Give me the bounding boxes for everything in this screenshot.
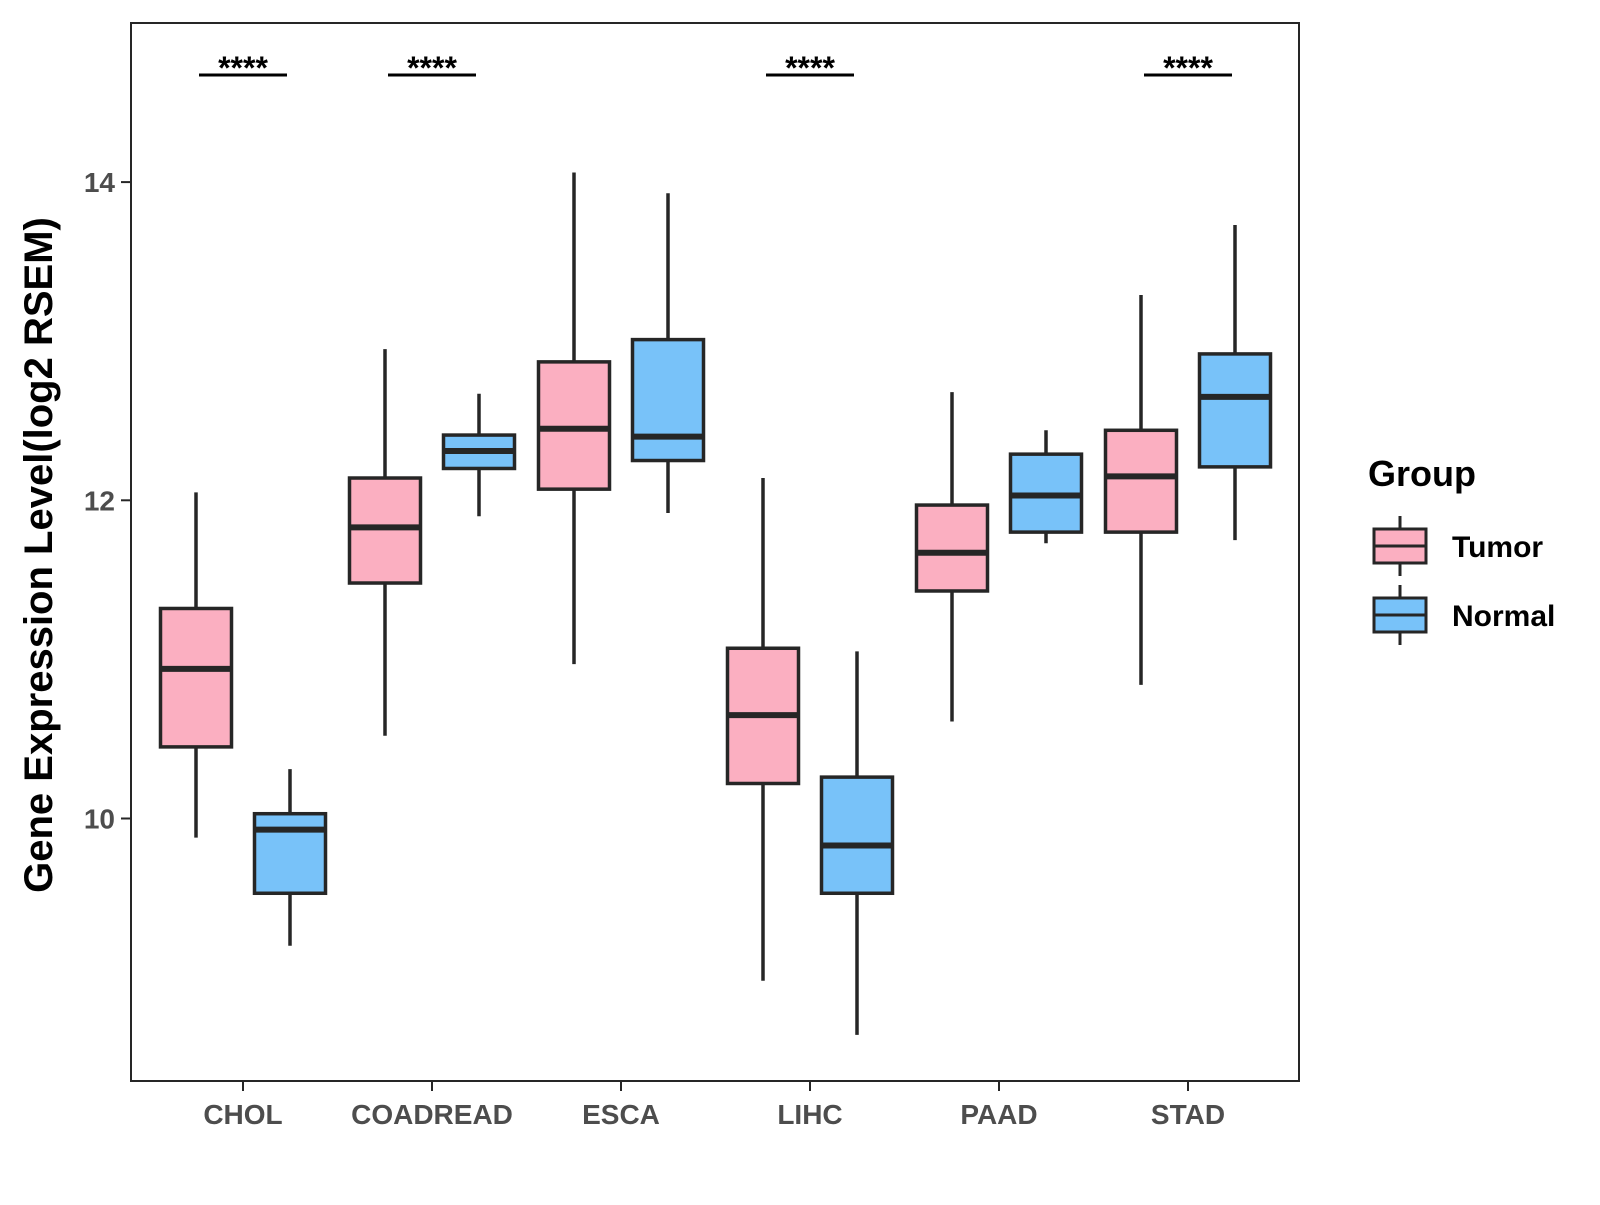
significance-coadread: ****: [388, 50, 476, 86]
box-paad-normal: [1008, 430, 1084, 544]
legend-label: Tumor: [1452, 531, 1543, 564]
box-chol-normal: [252, 769, 328, 946]
significance-chol: ****: [199, 50, 287, 86]
box-iqr: [1103, 428, 1179, 534]
box-iqr: [1197, 352, 1273, 469]
x-axis: CHOL COADREAD ESCA LIHC PAAD STAD: [203, 1081, 1225, 1130]
legend: Group Tumor Normal: [1368, 453, 1555, 645]
x-tick-label: PAAD: [960, 1099, 1037, 1130]
box-stad-tumor: [1103, 295, 1179, 685]
significance-label: ****: [785, 50, 835, 86]
legend-title: Group: [1368, 453, 1476, 494]
significance-label: ****: [218, 50, 268, 86]
box-iqr: [819, 775, 895, 896]
significance-lihc: ****: [766, 50, 854, 86]
x-tick-label: LIHC: [777, 1099, 842, 1130]
y-tick-label: 10: [84, 803, 115, 834]
box-chol-tumor: [158, 492, 234, 838]
y-axis: 10 12 14: [84, 167, 131, 834]
box-iqr: [347, 476, 423, 585]
legend-item-normal: Normal: [1372, 585, 1555, 645]
box-lihc-tumor: [725, 478, 801, 981]
box-iqr: [252, 811, 328, 896]
box-coadread-tumor: [347, 349, 423, 736]
significance-layer: **** **** **** ****: [199, 50, 1232, 86]
box-esca-normal: [630, 193, 706, 514]
box-stad-normal: [1197, 225, 1273, 541]
legend-label: Normal: [1452, 600, 1555, 633]
legend-item-tumor: Tumor: [1372, 516, 1543, 576]
significance-label: ****: [1163, 50, 1213, 86]
box-iqr: [158, 606, 234, 749]
y-axis-title: Gene Expression Level(log2 RSEM): [17, 217, 61, 893]
box-iqr: [914, 503, 990, 593]
x-tick-label: COADREAD: [351, 1099, 513, 1130]
significance-stad: ****: [1144, 50, 1232, 86]
y-tick-label: 14: [84, 167, 116, 198]
significance-label: ****: [407, 50, 457, 86]
box-lihc-normal: [819, 651, 895, 1035]
box-esca-tumor: [536, 172, 612, 665]
box-iqr: [536, 360, 612, 491]
plot-panel: [130, 22, 1300, 1082]
box-paad-tumor: [914, 392, 990, 722]
y-tick-label: 12: [84, 485, 115, 516]
x-tick-label: CHOL: [203, 1099, 282, 1130]
x-tick-label: STAD: [1151, 1099, 1225, 1130]
box-coadread-normal: [441, 393, 517, 517]
box-iqr: [630, 337, 706, 463]
boxes-layer: [158, 172, 1273, 1035]
x-tick-label: ESCA: [582, 1099, 660, 1130]
